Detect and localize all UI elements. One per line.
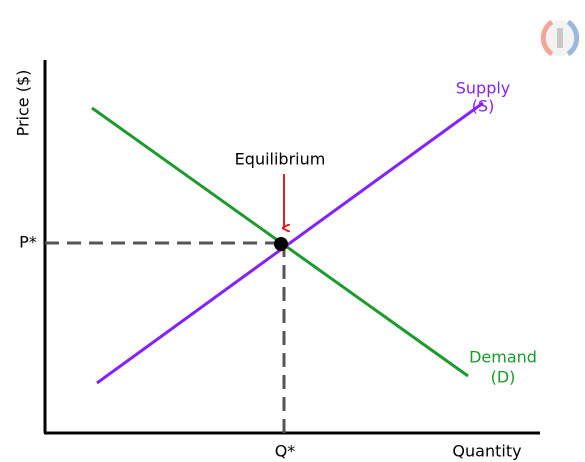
demand-label: Demand xyxy=(469,348,537,367)
supply-label: Supply xyxy=(456,79,511,98)
equilibrium-label: Equilibrium xyxy=(235,150,326,169)
equilibrium-point xyxy=(274,237,288,251)
price-label: P* xyxy=(19,233,37,252)
quantity-label: Q* xyxy=(275,442,296,461)
demand-abbr: (D) xyxy=(491,368,516,387)
logo xyxy=(540,19,580,57)
supply-curve xyxy=(96,101,484,385)
y-axis-label: Price ($) xyxy=(14,70,33,137)
x-axis-label: Quantity xyxy=(452,442,521,461)
supply-abbr: (S) xyxy=(472,97,495,116)
